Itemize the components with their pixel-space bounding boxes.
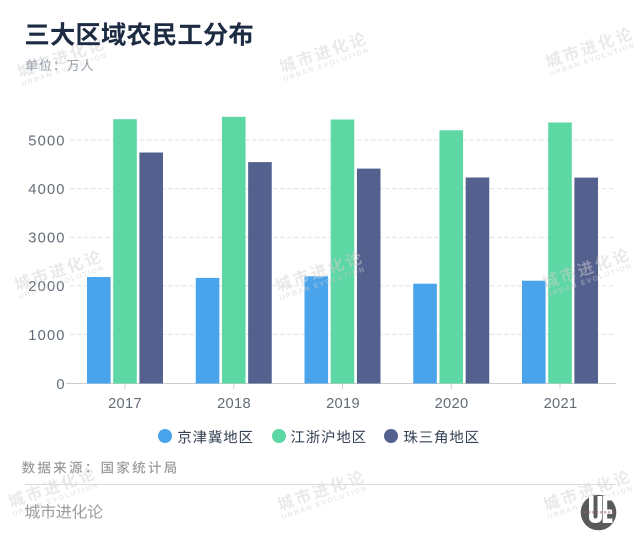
svg-text:4000: 4000 (28, 182, 65, 198)
svg-text:2019: 2019 (326, 396, 360, 412)
svg-text:5000: 5000 (28, 133, 65, 149)
svg-text:2018: 2018 (217, 396, 251, 412)
svg-text:3000: 3000 (28, 231, 65, 247)
svg-text:2020: 2020 (435, 396, 469, 412)
svg-text:1000: 1000 (28, 328, 65, 344)
svg-text:2017: 2017 (108, 396, 142, 412)
svg-text:2000: 2000 (28, 279, 65, 295)
svg-text:0: 0 (56, 377, 65, 393)
svg-text:2021: 2021 (544, 396, 578, 412)
